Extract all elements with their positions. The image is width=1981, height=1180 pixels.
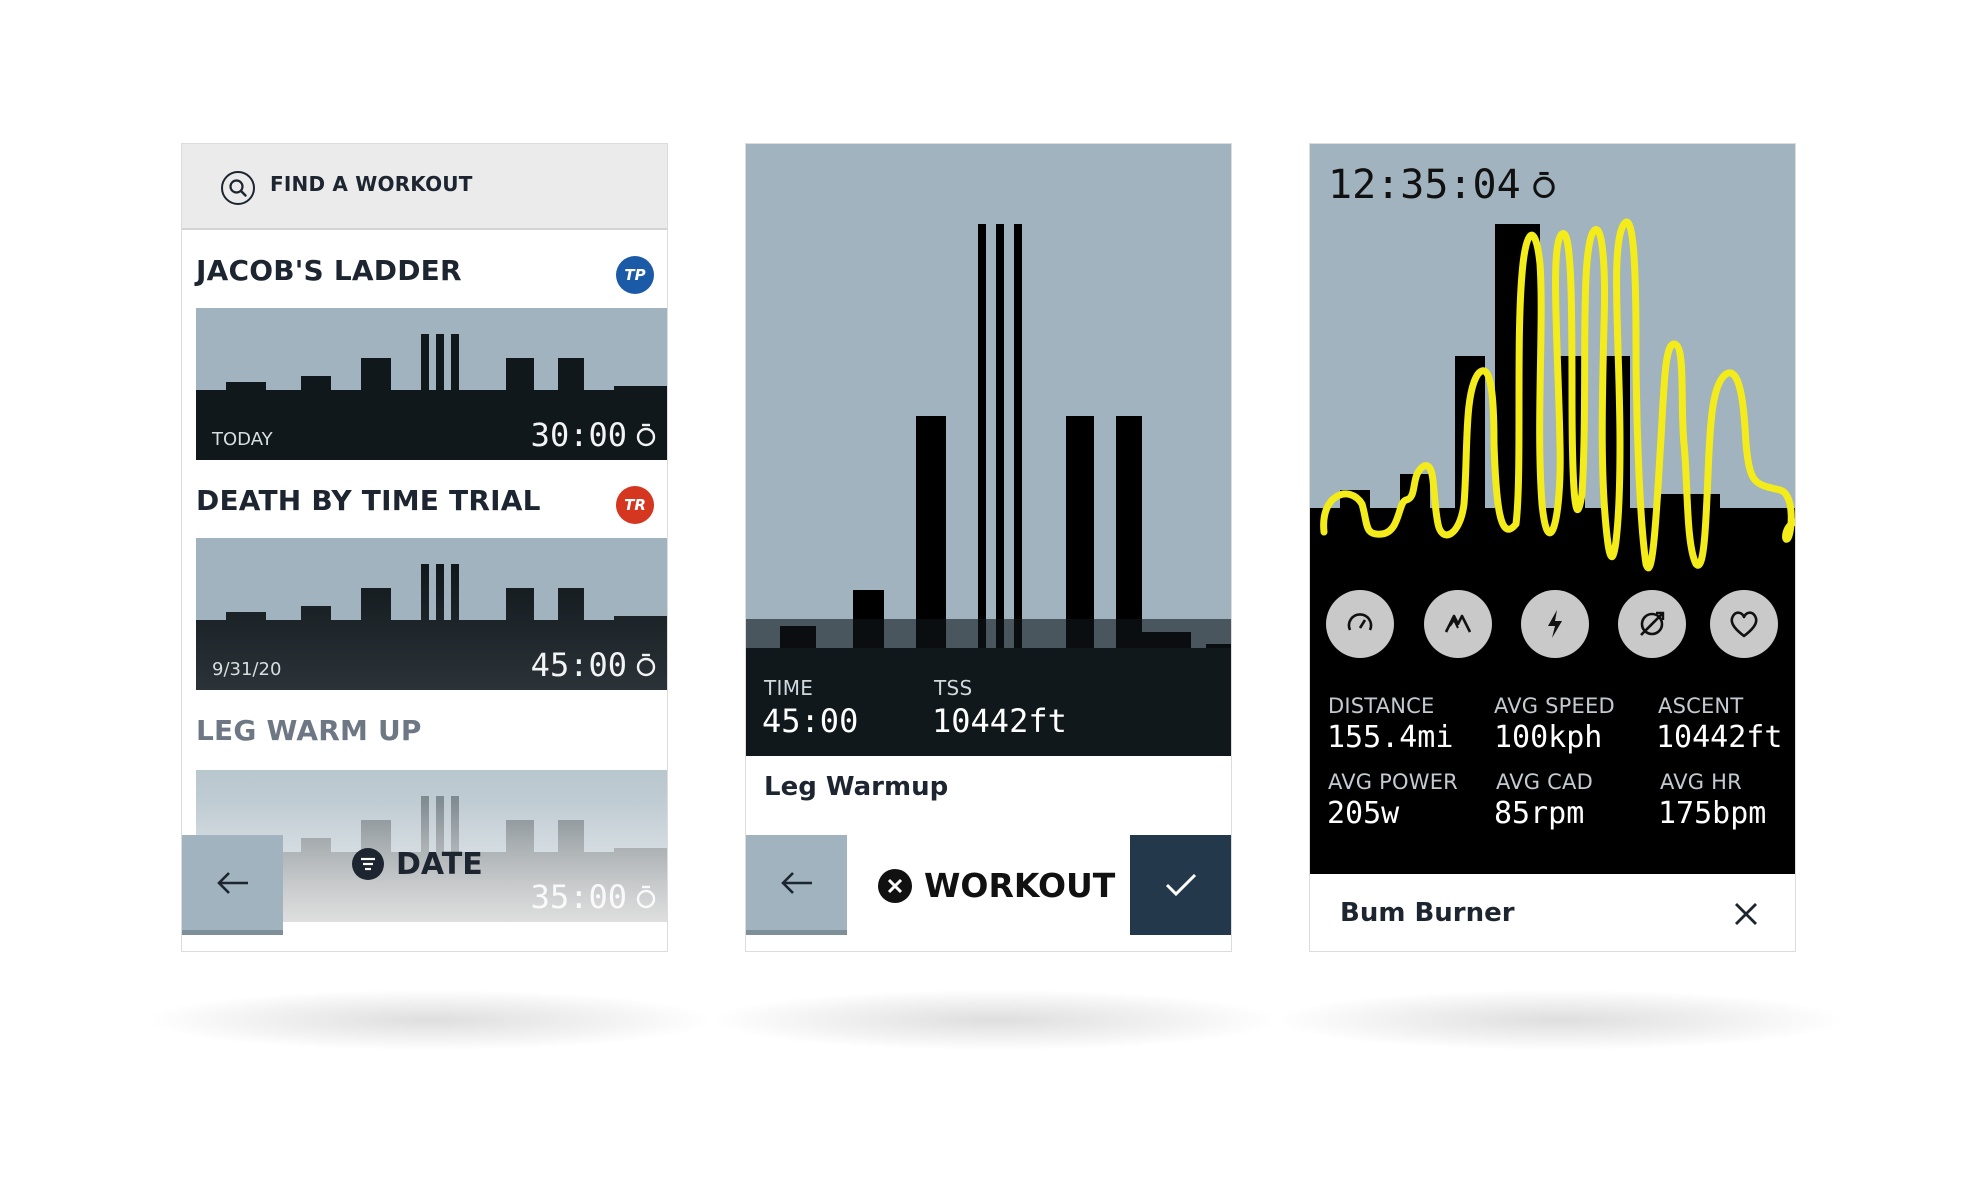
workout-title[interactable]: JACOB'S LADDER (196, 254, 462, 287)
workout-title[interactable]: DEATH BY TIME TRIAL (196, 484, 541, 517)
distance-label: DISTANCE (1328, 694, 1435, 718)
back-button[interactable] (182, 835, 283, 935)
speed-metric-button[interactable] (1326, 590, 1394, 658)
ride-footer: Bum Burner (1310, 874, 1795, 951)
floor-shadow (715, 990, 1275, 1050)
workout-finder-screen: FIND A WORKOUT JACOB'S LADDER TP TODAY 3… (182, 144, 667, 951)
speedometer-icon (1347, 613, 1373, 631)
tss-stat-label: TSS (934, 676, 973, 700)
workout-profile-chart (196, 308, 667, 460)
arrow-left-icon (780, 871, 812, 894)
time-stat-label: TIME (764, 676, 814, 700)
power-metric-button[interactable] (1521, 590, 1589, 658)
arrow-left-icon (216, 871, 248, 894)
avg-power-label: AVG POWER (1328, 770, 1458, 794)
cadence-metric-button[interactable] (1618, 590, 1686, 658)
workout-profile-chart (746, 144, 1231, 756)
duration-value: 30:00 (530, 416, 627, 454)
avg-speed-label: AVG SPEED (1494, 694, 1615, 718)
search-icon (221, 171, 255, 205)
ride-name: Bum Burner (1340, 898, 1515, 928)
elevation-metric-button[interactable] (1424, 590, 1492, 658)
workout-detail-screen: TIME 45:00 TSS 10442ft Leg Warmup WORKOU… (746, 144, 1231, 951)
filter-icon (352, 848, 384, 880)
duration-value: 45:00 (530, 646, 627, 684)
stopwatch-icon (636, 885, 656, 909)
source-badge: TP (616, 256, 654, 294)
stopwatch-icon (636, 423, 656, 447)
workout-toggle-label: WORKOUT (924, 866, 1116, 905)
stopwatch-icon (1532, 171, 1555, 199)
heart-icon (1730, 611, 1758, 638)
floor-shadow (1280, 990, 1840, 1050)
avg-cad-label: AVG CAD (1496, 770, 1593, 794)
date-filter-button[interactable]: DATE (352, 844, 483, 884)
workout-date: TODAY (212, 429, 273, 450)
workout-profile-chart (196, 538, 667, 690)
cadence-icon (1640, 611, 1665, 636)
workout-date: 9/31/20 (212, 659, 282, 680)
workout-thumbnail[interactable]: 9/31/20 45:00 (196, 538, 667, 690)
confirm-button[interactable] (1130, 835, 1231, 935)
workout-duration: 45:00 (531, 646, 657, 684)
search-bar[interactable]: FIND A WORKOUT (182, 144, 667, 230)
search-label: FIND A WORKOUT (270, 172, 473, 196)
duration-value: 35:00 (530, 878, 627, 916)
ride-clock: 12:35:04 (1328, 162, 1557, 208)
avg-hr-label: AVG HR (1660, 770, 1742, 794)
workout-toggle-button[interactable]: WORKOUT (878, 866, 1115, 905)
date-filter-label: DATE (396, 846, 483, 882)
workout-title[interactable]: LEG WARM UP (196, 714, 422, 747)
heart-rate-metric-button[interactable] (1710, 590, 1778, 658)
source-badge: TR (616, 486, 654, 524)
stopwatch-icon (636, 653, 656, 677)
avg-hr-value: 175bpm (1658, 796, 1767, 831)
close-circle-icon (878, 868, 912, 903)
workout-thumbnail[interactable]: TODAY 30:00 (196, 308, 667, 460)
checkmark-icon (1165, 873, 1196, 897)
lightning-icon (1548, 610, 1562, 638)
distance-value: 155.4mi (1327, 720, 1454, 755)
workout-duration: 30:00 (531, 416, 657, 454)
ascent-label: ASCENT (1658, 694, 1744, 718)
floor-shadow (150, 990, 710, 1050)
time-stat-value: 45:00 (762, 702, 859, 740)
workout-name: Leg Warmup (764, 772, 949, 802)
avg-speed-value: 100kph (1494, 720, 1603, 755)
avg-cad-value: 85rpm (1494, 796, 1585, 831)
close-icon[interactable] (1732, 900, 1760, 928)
mountain-icon (1444, 614, 1472, 633)
ascent-value: 10442ft (1656, 720, 1783, 755)
ride-trace-chart (1310, 144, 1795, 874)
avg-power-value: 205w (1327, 796, 1400, 831)
ride-summary-screen: 12:35:04 DISTANCE 155.4mi AVG SPEED 100k… (1310, 144, 1795, 951)
workout-duration: 35:00 (531, 878, 657, 916)
back-button[interactable] (746, 835, 847, 935)
tss-stat-value: 10442ft (932, 702, 1067, 740)
clock-value: 12:35:04 (1328, 162, 1521, 208)
